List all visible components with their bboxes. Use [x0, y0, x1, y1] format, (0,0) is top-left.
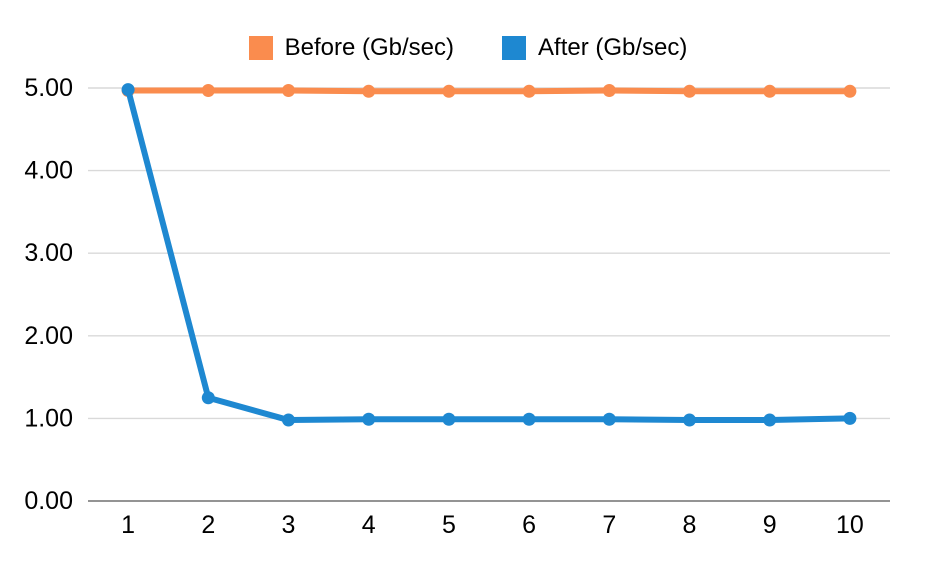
legend-label-after: After (Gb/sec): [538, 34, 688, 61]
data-point-before: [282, 83, 295, 97]
y-tick-label: 5.00: [24, 74, 73, 102]
data-point-before: [522, 84, 536, 98]
y-tick-label: 4.00: [24, 157, 73, 185]
legend-item-before: Before (Gb/sec): [248, 34, 455, 61]
legend-label-before: Before (Gb/sec): [284, 34, 455, 61]
y-tick-label: 1.00: [24, 404, 73, 432]
chart-legend: Before (Gb/sec) After (Gb/sec): [0, 36, 936, 60]
series-line-before: [125, 87, 853, 95]
data-point-after: [362, 412, 376, 426]
data-point-before: [763, 84, 777, 98]
x-tick-label: 9: [763, 511, 777, 539]
x-tick-label: 7: [602, 511, 616, 539]
data-point-after: [602, 412, 616, 426]
data-point-before: [362, 84, 376, 98]
legend-swatch-before: [248, 36, 273, 60]
data-point-after: [282, 413, 295, 427]
data-point-before: [683, 84, 696, 98]
x-tick-label: 8: [683, 511, 697, 539]
x-tick-label: 6: [522, 511, 536, 539]
y-tick-label: 0.00: [24, 487, 73, 515]
data-point-before: [843, 84, 857, 98]
data-point-before: [602, 83, 616, 97]
data-point-after: [522, 412, 536, 426]
y-tick-label: 2.00: [24, 322, 73, 350]
data-point-after: [763, 413, 777, 427]
x-tick-label: 5: [442, 511, 456, 539]
x-tick-label: 1: [121, 511, 135, 539]
data-point-before: [201, 83, 215, 97]
x-tick-label: 4: [362, 511, 376, 539]
data-point-after: [843, 411, 857, 425]
x-tick-label: 10: [836, 511, 864, 539]
x-tick-label: 3: [282, 511, 296, 539]
data-point-before: [442, 84, 456, 98]
data-point-after: [442, 412, 456, 426]
data-point-after: [201, 391, 215, 405]
data-point-after: [683, 413, 696, 427]
legend-swatch-after: [502, 36, 527, 60]
x-tick-label: 2: [201, 511, 215, 539]
y-tick-label: 3.00: [24, 239, 73, 267]
data-point-after: [121, 83, 135, 97]
legend-item-after: After (Gb/sec): [502, 36, 687, 60]
series-line-after: [125, 86, 853, 424]
